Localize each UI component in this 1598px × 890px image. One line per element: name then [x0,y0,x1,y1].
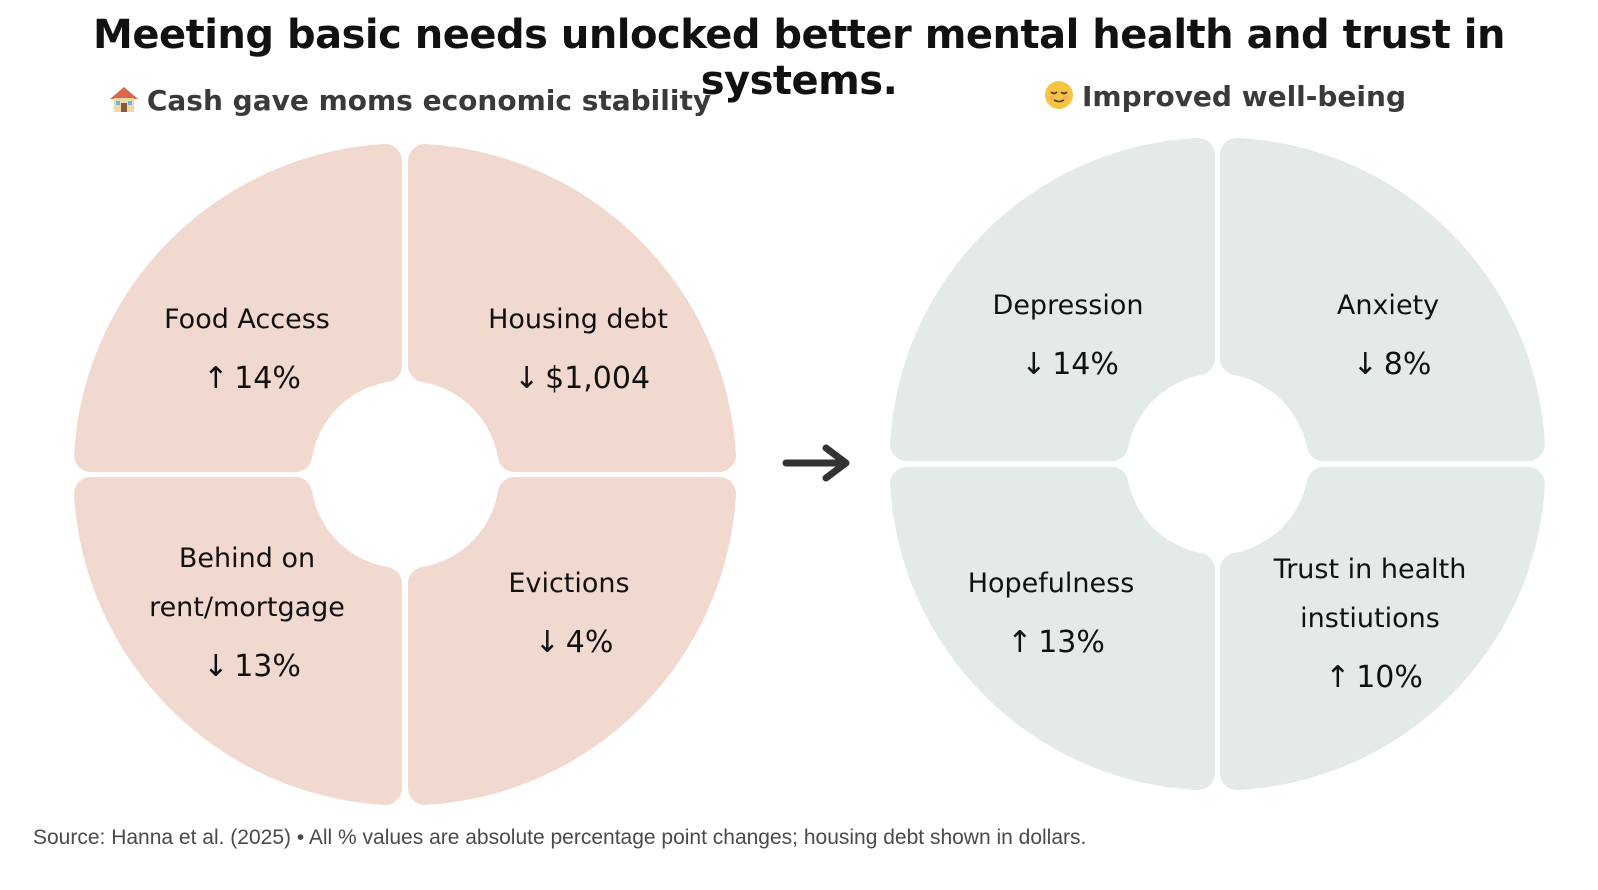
value-text: 10% [1356,660,1423,695]
right-labels: Depression ↓ 14% Anxiety ↓ 8% Hopefulness … [968,290,1467,695]
relieved-face-icon [1044,80,1074,113]
segment-hopefulness [890,466,1216,791]
value-text: $1,004 [545,361,650,396]
right-donut [890,137,1545,791]
arrow-up-icon: ↑ [1007,625,1032,660]
value-text: 13% [234,649,301,684]
value-text: 4% [566,625,614,660]
source-note: Source: Hanna et al. (2025) • All % valu… [33,826,1087,849]
right-panel-subtitle: Improved well-being [880,80,1570,113]
value-text: 14% [234,361,301,396]
segment-trust-in-health [1219,466,1545,791]
segment-food-access [74,143,403,473]
arrow-down-icon: ↓ [1021,347,1046,382]
arrow-up-icon: ↑ [1325,660,1350,695]
arrow-down-icon: ↓ [203,649,228,684]
value-text: 13% [1038,625,1105,660]
segment-label: Evictions [508,568,629,599]
segment-value: ↑ 13% [1007,625,1105,660]
value-text: 14% [1052,347,1119,382]
segment-label: Hopefulness [968,568,1135,599]
arrow-down-icon: ↓ [535,625,560,660]
house-icon [109,84,139,117]
left-donut [74,143,736,805]
segment-label: Depression [993,290,1144,321]
segment-housing-debt [407,144,736,473]
segment-label: Behind on [179,543,315,574]
segment-value: ↓ 13% [203,649,301,684]
left-panel-subtitle: Cash gave moms economic stability [40,84,780,117]
segment-value: ↓ 4% [535,625,614,660]
value-text: 8% [1384,347,1432,382]
arrow-right-icon [782,444,850,482]
segment-label-line2: instiutions [1300,603,1440,634]
segment-label-line2: rent/mortgage [149,592,345,623]
arrow-down-icon: ↓ [1353,347,1378,382]
segment-label: Anxiety [1337,290,1439,321]
segment-value: ↓ $1,004 [514,361,650,396]
segment-evictions [407,476,736,805]
segment-depression [890,137,1216,462]
segment-value: ↓ 8% [1353,347,1432,382]
segment-label: Trust in health [1273,554,1467,585]
left-labels: Food Access ↑ 14% Housing debt ↓ $1,004 Be… [149,304,668,684]
segment-label: Housing debt [488,304,668,335]
segment-value: ↓ 14% [1021,347,1119,382]
right-panel-subtitle-text: Improved well-being [1082,80,1406,113]
arrow-up-icon: ↑ [203,361,228,396]
left-panel-subtitle-text: Cash gave moms economic stability [146,84,712,117]
segment-label: Food Access [164,304,330,335]
segment-value: ↑ 14% [203,361,301,396]
arrow-down-icon: ↓ [514,361,539,396]
segment-behind-on-rent [74,476,403,805]
segment-anxiety [1219,137,1545,462]
segment-value: ↑ 10% [1325,660,1423,695]
diagram-title: Meeting basic needs unlocked better ment… [93,12,1505,104]
